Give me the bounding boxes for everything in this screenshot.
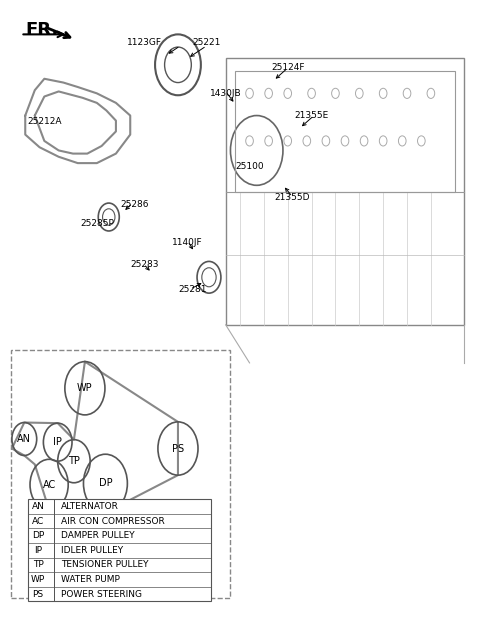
Text: AN: AN <box>32 502 45 511</box>
Text: 25212A: 25212A <box>27 117 61 126</box>
Text: 25285P: 25285P <box>80 219 114 228</box>
Text: AN: AN <box>17 434 31 444</box>
Text: 25124F: 25124F <box>271 64 304 73</box>
Text: TENSIONER PULLEY: TENSIONER PULLEY <box>61 561 148 569</box>
Text: 1140JF: 1140JF <box>172 238 203 247</box>
Text: ALTERNATOR: ALTERNATOR <box>61 502 119 511</box>
Text: 1430JB: 1430JB <box>210 89 241 98</box>
Text: 1123GF: 1123GF <box>127 38 162 47</box>
Text: TP: TP <box>68 456 80 466</box>
Text: WP: WP <box>31 575 45 584</box>
Text: PS: PS <box>172 443 184 454</box>
Text: 25283: 25283 <box>130 260 159 269</box>
FancyBboxPatch shape <box>28 499 211 601</box>
Text: TP: TP <box>33 561 44 569</box>
Text: DP: DP <box>98 478 112 489</box>
Text: IDLER PULLEY: IDLER PULLEY <box>61 546 123 555</box>
Text: DP: DP <box>32 531 44 540</box>
Text: 25221: 25221 <box>192 38 221 47</box>
Text: 25286: 25286 <box>121 200 149 209</box>
Text: IP: IP <box>53 437 62 447</box>
Text: POWER STEERING: POWER STEERING <box>61 590 142 599</box>
Text: 21355E: 21355E <box>294 111 329 120</box>
Text: 25100: 25100 <box>235 162 264 171</box>
Text: PS: PS <box>33 590 44 599</box>
Text: DAMPER PULLEY: DAMPER PULLEY <box>61 531 135 540</box>
Text: WATER PUMP: WATER PUMP <box>61 575 120 584</box>
Text: AC: AC <box>32 517 44 526</box>
Text: AIR CON COMPRESSOR: AIR CON COMPRESSOR <box>61 517 165 526</box>
Text: 25281: 25281 <box>178 285 206 294</box>
Text: IP: IP <box>34 546 42 555</box>
Text: FR.: FR. <box>25 21 59 39</box>
Text: AC: AC <box>43 480 56 490</box>
Text: 21355D: 21355D <box>275 194 310 203</box>
Text: WP: WP <box>77 383 93 393</box>
